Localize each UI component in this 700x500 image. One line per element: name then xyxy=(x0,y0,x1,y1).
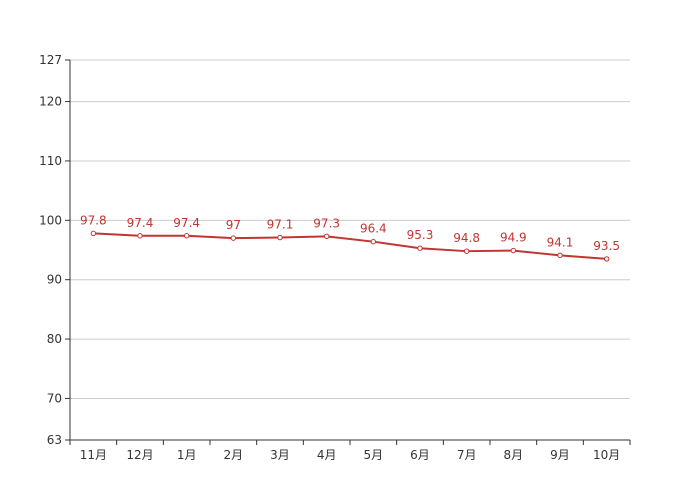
data-point-11[interactable] xyxy=(603,256,610,262)
y-tick-label-90: 90 xyxy=(47,273,62,287)
x-tick-label-8: 7月 xyxy=(457,448,477,462)
x-tick-label-9: 8月 xyxy=(504,448,524,462)
data-label-6: 96.4 xyxy=(360,222,387,236)
series-line xyxy=(90,230,610,262)
data-label-2: 97.4 xyxy=(173,216,200,230)
y-tick-label-63: 63 xyxy=(47,433,62,447)
grid-lines xyxy=(70,59,630,399)
x-tick-label-6: 5月 xyxy=(364,448,384,462)
data-point-4[interactable] xyxy=(277,234,283,241)
data-point-5[interactable] xyxy=(323,233,330,240)
data-label-9: 94.9 xyxy=(500,231,527,245)
data-label-10: 94.1 xyxy=(547,235,574,249)
data-label-11: 93.5 xyxy=(593,239,620,253)
data-label-0: 97.8 xyxy=(80,213,107,227)
data-labels: 97.8 97.4 97.4 97 97.1 97.3 96.4 95.3 94.8 94.9 94… xyxy=(80,213,620,253)
data-point-0[interactable] xyxy=(90,230,97,237)
data-label-7: 95.3 xyxy=(407,228,434,242)
data-point-6[interactable] xyxy=(370,238,377,245)
x-tick-label-0: 11月 xyxy=(80,448,107,462)
data-point-10[interactable] xyxy=(557,252,563,259)
data-label-1: 97.4 xyxy=(127,216,154,230)
data-point-8[interactable] xyxy=(463,248,470,254)
x-tick-label-3: 2月 xyxy=(224,448,244,462)
data-label-4: 97.1 xyxy=(267,218,294,232)
y-tick-label-70: 70 xyxy=(47,391,62,405)
x-tick-label-10: 9月 xyxy=(550,448,570,462)
y-tick-label-127: 127 xyxy=(39,53,62,67)
series-line-path xyxy=(93,232,607,260)
x-tick-label-4: 3月 xyxy=(270,448,290,462)
x-tick-label-7: 6月 xyxy=(410,448,430,462)
x-tick-label-2: 1月 xyxy=(177,448,197,462)
x-tick-label-1: 12月 xyxy=(126,448,153,462)
y-tick-label-120: 120 xyxy=(39,95,62,109)
data-point-2[interactable] xyxy=(183,233,190,239)
y-tick-label-100: 100 xyxy=(39,213,62,227)
y-tick-label-110: 110 xyxy=(39,154,62,168)
data-label-3: 97 xyxy=(226,218,241,232)
data-point-7[interactable] xyxy=(417,245,423,251)
x-tick-label-5: 4月 xyxy=(317,448,337,462)
axes xyxy=(65,59,631,445)
data-point-3[interactable] xyxy=(230,235,237,241)
data-label-5: 97.3 xyxy=(313,216,340,230)
x-tick-label-11: 10月 xyxy=(593,448,620,462)
y-axis-tick-labels: 63 70 80 90 100 110 120 127 xyxy=(39,53,62,447)
data-point-1[interactable] xyxy=(137,233,143,239)
data-label-8: 94.8 xyxy=(453,231,480,245)
y-tick-label-80: 80 xyxy=(47,332,62,346)
x-axis-tick-labels: 11月 12月 1月 2月 3月 4月 5月 6月 7月 8月 9月 10月 xyxy=(80,448,621,462)
data-point-9[interactable] xyxy=(510,247,517,254)
